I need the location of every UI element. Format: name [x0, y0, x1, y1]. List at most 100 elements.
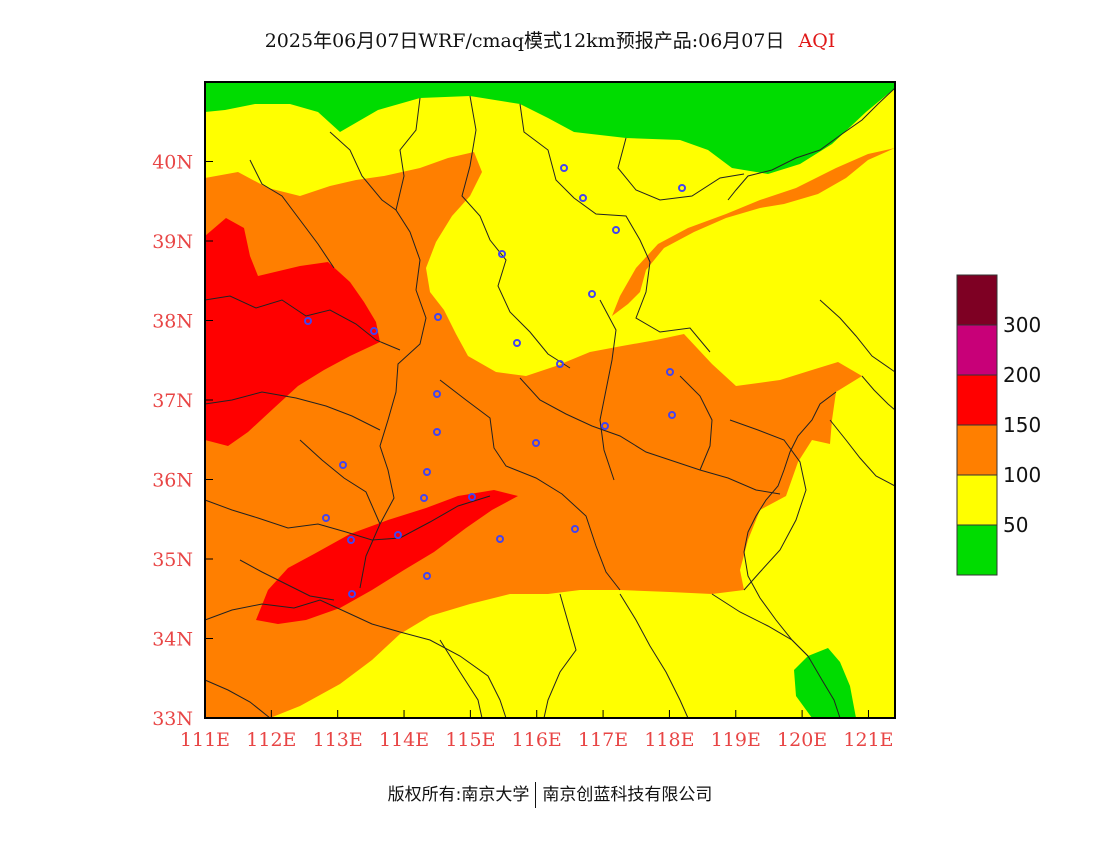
boundary-line	[519, 103, 711, 353]
coastline	[727, 87, 896, 201]
boundary-line	[461, 95, 571, 369]
latitude-axis: 33N 34N 35N 36N 37N 38N 39N 40N	[152, 152, 213, 730]
aqi-legend: 50 100 150 200 300	[956, 274, 1041, 576]
station-marker	[556, 360, 564, 368]
lon-tick-label: 120E	[777, 729, 827, 751]
legend-label: 200	[1003, 363, 1041, 387]
zone-good-north	[205, 82, 895, 174]
station-marker	[433, 390, 441, 398]
boundary-line	[299, 439, 381, 525]
boundary-line	[359, 97, 427, 589]
legend-label: 100	[1003, 463, 1041, 487]
legend-color-box	[956, 524, 998, 576]
legend-label: 300	[1003, 313, 1041, 337]
zone-unhealthy-south	[256, 490, 518, 624]
station-marker	[304, 317, 312, 325]
station-marker	[370, 327, 378, 335]
station-marker	[579, 194, 587, 202]
lon-tick-label: 118E	[644, 729, 694, 751]
boundary-line	[819, 299, 896, 373]
station-marker	[423, 468, 431, 476]
station-markers	[304, 164, 686, 598]
boundary-line	[204, 495, 491, 541]
legend-color-box	[956, 324, 998, 376]
longitude-axis: 111E 112E 113E 114E 115E 116E 117E 118E 119E 120E…	[180, 710, 894, 751]
lon-tick-label: 113E	[313, 729, 363, 751]
zone-unhealthy-west	[205, 218, 380, 446]
boundary-line	[249, 159, 335, 269]
legend-color-box	[956, 474, 998, 526]
boundary-line	[204, 391, 381, 431]
boundary-line	[679, 375, 713, 471]
legend-label: 50	[1003, 513, 1028, 537]
station-marker	[678, 184, 686, 192]
station-marker	[601, 422, 609, 430]
copyright-label: 版权所有:南京大学	[387, 785, 530, 805]
company-name: 南京创蓝科技有限公司	[542, 785, 713, 805]
station-marker	[394, 531, 402, 539]
station-marker	[348, 590, 356, 598]
county-boundaries	[204, 87, 896, 719]
boundary-line	[543, 593, 577, 719]
boundary-line	[239, 559, 335, 601]
copyright-footer: 版权所有:南京大学 南京创蓝科技有限公司	[0, 780, 1100, 808]
title-text: 2025年06月07日WRF/cmaq模式12km预报产品:06月07日	[264, 30, 785, 52]
coastline	[743, 375, 896, 719]
boundary-line	[439, 379, 621, 591]
variable-label: AQI	[798, 30, 836, 52]
map-title: 2025年06月07日WRF/cmaq模式12km预报产品:06月07日 AQI	[0, 26, 1100, 53]
station-marker	[666, 368, 674, 376]
lat-tick-label: 35N	[152, 549, 193, 571]
station-marker	[571, 525, 579, 533]
station-marker	[560, 164, 568, 172]
boundary-line	[329, 131, 397, 211]
legend-label: 150	[1003, 413, 1041, 437]
lon-tick-label: 115E	[445, 729, 495, 751]
station-marker	[513, 339, 521, 347]
boundary-line	[829, 419, 896, 487]
lat-tick-label: 34N	[152, 629, 193, 651]
station-marker	[322, 514, 330, 522]
station-marker	[588, 290, 596, 298]
lon-tick-label: 112E	[246, 729, 296, 751]
lon-tick-label: 116E	[512, 729, 562, 751]
station-marker	[433, 428, 441, 436]
zone-good-southeast	[794, 648, 856, 718]
legend-color-box	[956, 424, 998, 476]
boundary-line	[619, 593, 689, 719]
boundary-line	[204, 679, 271, 719]
lon-tick-label: 114E	[379, 729, 429, 751]
lat-tick-label: 40N	[152, 152, 193, 174]
lon-tick-label: 117E	[578, 729, 628, 751]
lat-tick-label: 39N	[152, 231, 193, 253]
station-marker	[668, 411, 676, 419]
station-marker	[339, 461, 347, 469]
zone-usg-east-band	[612, 148, 895, 316]
boundary-line	[519, 377, 781, 495]
legend-color-box	[956, 374, 998, 426]
map-area	[204, 81, 896, 719]
lat-tick-label: 33N	[152, 708, 193, 730]
station-marker	[612, 226, 620, 234]
lon-tick-label: 119E	[711, 729, 761, 751]
station-marker	[532, 439, 540, 447]
boundary-line	[729, 419, 807, 591]
lat-tick-label: 37N	[152, 390, 193, 412]
lat-tick-label: 38N	[152, 311, 193, 333]
station-marker	[496, 535, 504, 543]
boundary-line	[204, 599, 507, 719]
station-marker	[347, 536, 355, 544]
lon-tick-label: 121E	[843, 729, 893, 751]
station-marker	[468, 493, 476, 501]
legend-color-box	[956, 274, 998, 326]
station-marker	[434, 313, 442, 321]
station-marker	[498, 250, 506, 258]
boundary-line	[599, 299, 617, 481]
station-marker	[420, 494, 428, 502]
footer-separator	[535, 782, 537, 808]
lon-tick-label: 111E	[180, 729, 230, 751]
boundary-line	[617, 137, 745, 201]
boundary-line	[439, 639, 483, 719]
lat-tick-label: 36N	[152, 470, 193, 492]
